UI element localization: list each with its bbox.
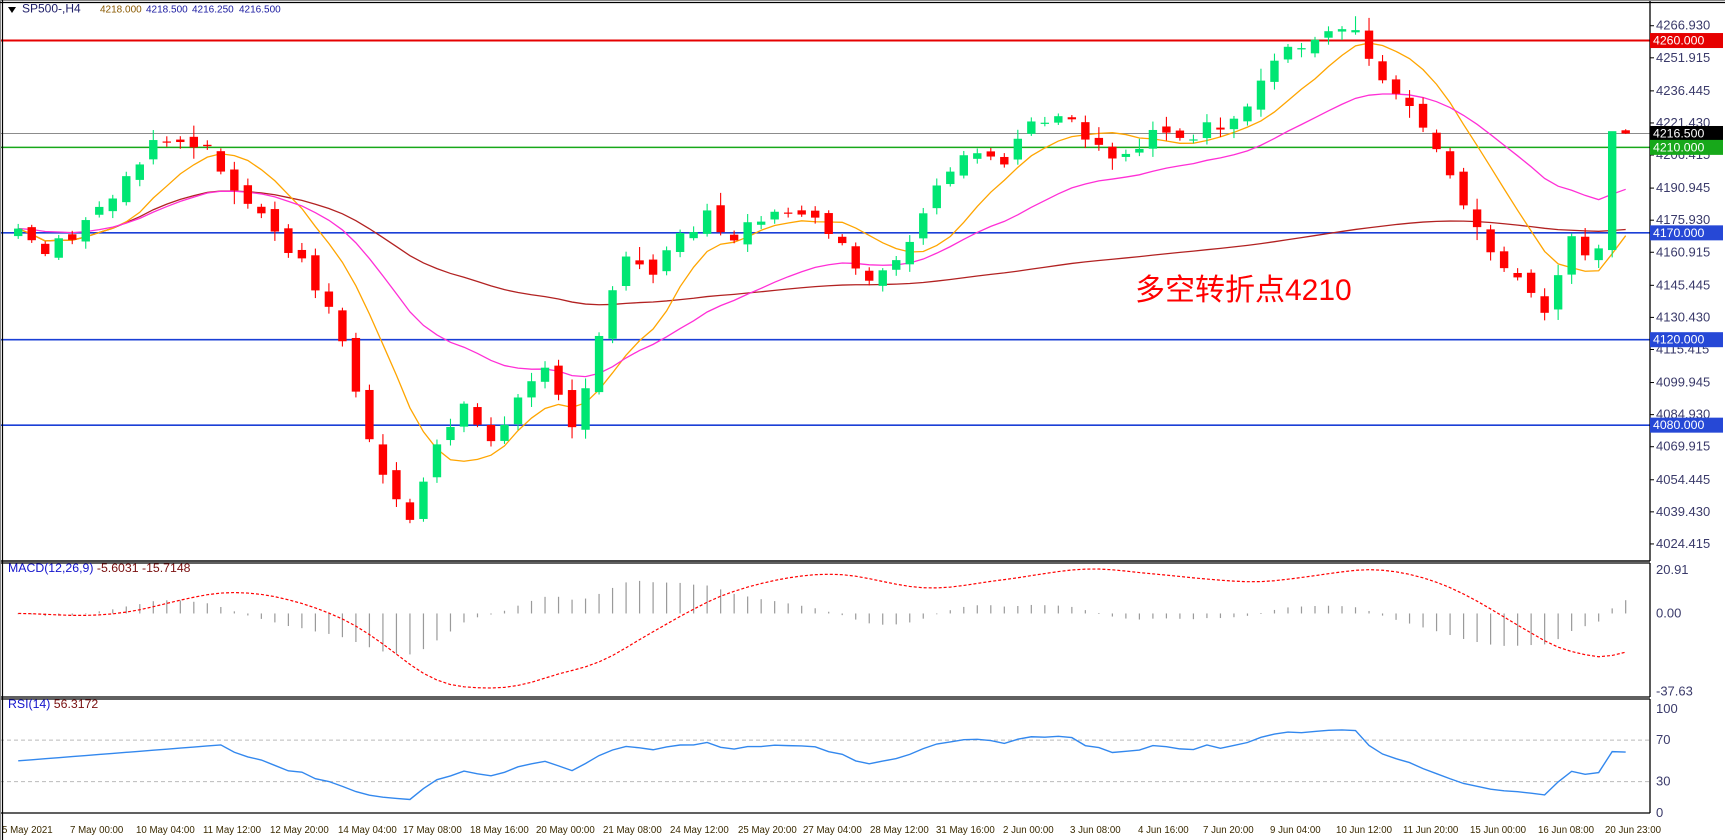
svg-text:20 Jun 23:00: 20 Jun 23:00 (1605, 825, 1662, 836)
svg-text:25 May 20:00: 25 May 20:00 (738, 825, 797, 836)
svg-text:18 May 16:00: 18 May 16:00 (470, 825, 529, 836)
svg-text:2 Jun 00:00: 2 Jun 00:00 (1003, 825, 1054, 836)
svg-text:30: 30 (1656, 774, 1670, 789)
svg-text:11 May 12:00: 11 May 12:00 (203, 825, 262, 836)
svg-text:15 Jun 00:00: 15 Jun 00:00 (1470, 825, 1527, 836)
svg-text:14 May 04:00: 14 May 04:00 (338, 825, 397, 836)
svg-text:SP500-,H4: SP500-,H4 (22, 2, 81, 16)
svg-text:11 Jun 20:00: 11 Jun 20:00 (1403, 825, 1459, 836)
svg-text:4236.445: 4236.445 (1656, 83, 1710, 98)
svg-text:4 Jun 16:00: 4 Jun 16:00 (1138, 825, 1189, 836)
svg-text:5 May 2021: 5 May 2021 (2, 825, 53, 836)
svg-text:4145.445: 4145.445 (1656, 277, 1710, 292)
svg-text:4260.000: 4260.000 (1653, 34, 1704, 48)
svg-text:4218.500: 4218.500 (146, 5, 188, 16)
svg-text:MACD(12,26,9) -5.6031 -15.7148: MACD(12,26,9) -5.6031 -15.7148 (8, 561, 191, 575)
svg-text:20 May 00:00: 20 May 00:00 (536, 825, 595, 836)
svg-text:28 May 12:00: 28 May 12:00 (870, 825, 929, 836)
svg-text:12 May 20:00: 12 May 20:00 (270, 825, 329, 836)
svg-text:7 Jun 20:00: 7 Jun 20:00 (1203, 825, 1254, 836)
svg-text:4190.945: 4190.945 (1656, 180, 1710, 195)
svg-text:10 Jun 12:00: 10 Jun 12:00 (1336, 825, 1393, 836)
svg-text:0: 0 (1656, 805, 1663, 820)
svg-text:17 May 08:00: 17 May 08:00 (403, 825, 462, 836)
svg-text:10 May 04:00: 10 May 04:00 (136, 825, 195, 836)
svg-text:4130.430: 4130.430 (1656, 309, 1710, 324)
svg-text:4160.915: 4160.915 (1656, 244, 1710, 259)
svg-text:70: 70 (1656, 732, 1670, 747)
svg-text:4080.000: 4080.000 (1653, 418, 1704, 432)
svg-text:100: 100 (1656, 701, 1678, 716)
svg-text:4210.000: 4210.000 (1653, 140, 1704, 154)
svg-text:24 May 12:00: 24 May 12:00 (670, 825, 729, 836)
svg-text:4218.000: 4218.000 (100, 5, 142, 16)
svg-text:4251.915: 4251.915 (1656, 50, 1710, 65)
svg-text:4099.945: 4099.945 (1656, 375, 1710, 390)
svg-text:RSI(14) 56.3172: RSI(14) 56.3172 (8, 697, 98, 711)
svg-text:7 May 00:00: 7 May 00:00 (70, 825, 124, 836)
svg-text:20.91: 20.91 (1656, 562, 1689, 577)
svg-text:16 Jun 08:00: 16 Jun 08:00 (1538, 825, 1595, 836)
svg-text:4024.415: 4024.415 (1656, 536, 1710, 551)
svg-text:4120.000: 4120.000 (1653, 333, 1704, 347)
svg-text:31 May 16:00: 31 May 16:00 (936, 825, 995, 836)
svg-text:27 May 04:00: 27 May 04:00 (803, 825, 862, 836)
svg-text:4054.445: 4054.445 (1656, 472, 1710, 487)
svg-text:21 May 08:00: 21 May 08:00 (603, 825, 662, 836)
svg-text:4216.500: 4216.500 (1653, 126, 1704, 140)
svg-text:4039.430: 4039.430 (1656, 504, 1710, 519)
svg-text:-37.63: -37.63 (1656, 684, 1693, 699)
svg-text:4216.500: 4216.500 (239, 5, 281, 16)
svg-text:4170.000: 4170.000 (1653, 226, 1704, 240)
svg-text:4266.930: 4266.930 (1656, 18, 1710, 33)
svg-text:4216.250: 4216.250 (192, 5, 234, 16)
svg-text:9 Jun 04:00: 9 Jun 04:00 (1270, 825, 1321, 836)
svg-text:4069.915: 4069.915 (1656, 439, 1710, 454)
svg-text:0.00: 0.00 (1656, 605, 1681, 620)
svg-text:多空转折点4210: 多空转折点4210 (1135, 274, 1352, 307)
svg-text:3 Jun 08:00: 3 Jun 08:00 (1070, 825, 1121, 836)
